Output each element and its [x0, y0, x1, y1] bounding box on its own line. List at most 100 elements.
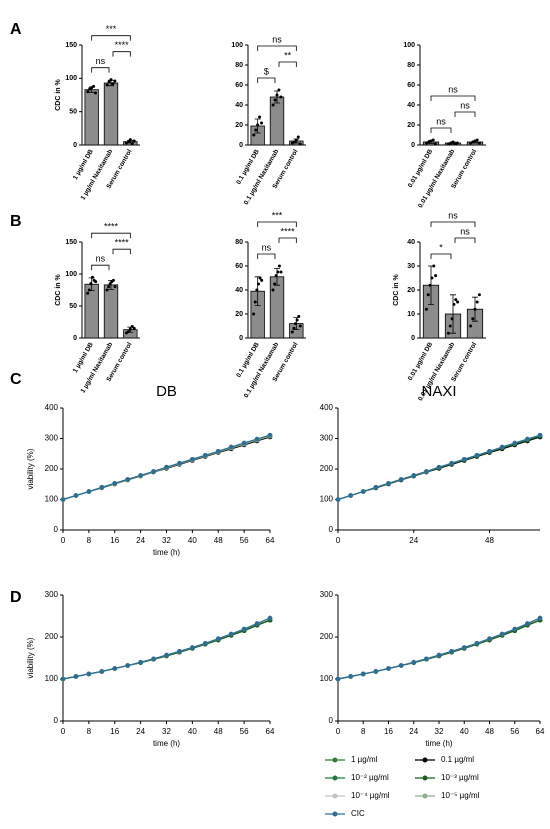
data-point [477, 141, 481, 145]
significance-label: ns [460, 100, 470, 110]
data-point [128, 327, 132, 331]
x-tick-label: 48 [214, 727, 223, 736]
y-tick-label: 200 [320, 632, 334, 641]
data-point [260, 278, 264, 282]
data-point [92, 84, 96, 88]
series-marker [190, 645, 195, 650]
series-marker [424, 656, 429, 662]
y-axis-label: CDC in % [393, 273, 400, 305]
y-tick-label: 0 [54, 525, 59, 534]
series-marker [215, 636, 221, 641]
x-tick-label: 64 [536, 727, 545, 736]
series-line [337, 617, 541, 680]
series-marker [177, 460, 182, 466]
panel-label: A [10, 21, 22, 38]
series-marker [487, 636, 492, 641]
significance-bracket [454, 237, 476, 243]
legend-marker [422, 757, 428, 763]
y-tick-label: 200 [45, 464, 59, 473]
series-marker [60, 497, 66, 502]
data-point [292, 326, 296, 330]
x-tick-label: 48 [214, 536, 223, 545]
data-point [126, 140, 130, 144]
x-tick-label: 8 [87, 536, 92, 545]
series-line [62, 617, 271, 680]
y-tick-label: 100 [231, 42, 243, 49]
x-tick-label: 0.1 µg/ml Naxitamab [243, 148, 280, 206]
legend-label: CIC [351, 809, 365, 818]
series-marker [215, 449, 221, 454]
significance-label: ns [272, 34, 282, 44]
data-point [107, 285, 111, 289]
series-marker [241, 440, 247, 446]
data-point [111, 278, 115, 282]
data-point [298, 324, 302, 328]
y-tick-label: 10 [407, 311, 415, 318]
x-tick-label: 24 [409, 727, 418, 736]
y-tick-label: 0 [73, 142, 77, 149]
y-tick-label: 40 [407, 239, 415, 246]
data-point [87, 288, 91, 292]
series-marker [138, 659, 143, 665]
series-marker [436, 464, 442, 470]
data-point [130, 142, 134, 146]
bar [103, 284, 119, 339]
y-tick-label: 0 [54, 716, 59, 725]
data-point [424, 307, 428, 311]
x-tick-label: 24 [136, 536, 145, 545]
x-tick-label: 24 [409, 536, 418, 545]
y-tick-label: 100 [320, 495, 334, 504]
series-marker [335, 497, 341, 502]
y-tick-label: 60 [235, 82, 243, 89]
panel-label: C [10, 371, 22, 388]
data-point [471, 317, 475, 321]
y-tick-label: 20 [235, 122, 243, 129]
y-tick-label: 100 [320, 674, 334, 683]
series-marker [386, 666, 391, 671]
y-tick-label: 300 [45, 434, 59, 443]
series-marker [411, 659, 417, 665]
series-marker [254, 436, 260, 442]
data-point [90, 275, 94, 279]
significance-bracket [430, 95, 476, 101]
legend-marker [332, 757, 338, 763]
x-tick-label: 32 [162, 536, 171, 545]
x-tick-label: 48 [485, 727, 494, 736]
significance-label: ns [448, 210, 458, 220]
series-line [337, 619, 541, 680]
significance-label: ns [460, 226, 470, 236]
data-point [254, 128, 258, 132]
x-tick-label: 32 [162, 727, 171, 736]
data-point [107, 80, 111, 84]
legend-marker [422, 775, 428, 781]
data-point [255, 288, 259, 292]
y-tick-label: 400 [320, 403, 334, 412]
series-marker [73, 674, 79, 679]
data-point [296, 135, 300, 139]
significance-bracket [91, 35, 131, 41]
series-marker [348, 674, 353, 679]
series-marker [73, 493, 79, 498]
data-point [279, 270, 283, 274]
x-tick-label: 8 [361, 727, 366, 736]
significance-label: ns [96, 56, 106, 66]
series-marker [86, 489, 92, 494]
significance-label: $ [264, 66, 269, 76]
series-marker [190, 456, 195, 462]
y-tick-label: 40 [235, 102, 243, 109]
series-marker [449, 648, 454, 654]
data-point [252, 312, 256, 316]
series-line [62, 619, 271, 680]
data-point [290, 330, 294, 334]
bar [84, 89, 99, 146]
series-marker [499, 444, 505, 450]
data-point [105, 288, 109, 292]
significance-label: *** [272, 210, 283, 220]
series-marker [537, 615, 543, 621]
significance-bracket [257, 45, 297, 51]
series-marker [512, 626, 518, 632]
series-marker [411, 473, 417, 478]
data-point [277, 88, 281, 92]
series-marker [373, 485, 379, 490]
data-point [454, 298, 458, 302]
